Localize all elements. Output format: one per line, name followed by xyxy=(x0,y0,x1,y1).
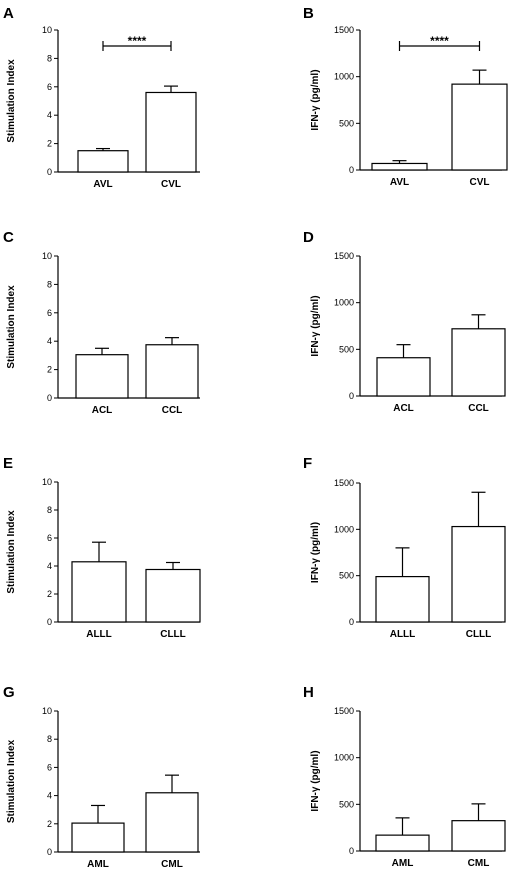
bar-clll xyxy=(145,568,201,623)
bar-ccl xyxy=(145,344,199,399)
category-label: CVL xyxy=(470,177,490,188)
y-axis-label: Stimulation Index xyxy=(6,510,17,594)
y-tick-label: 0 xyxy=(47,167,52,177)
bar-avl xyxy=(77,150,129,173)
bar-alll xyxy=(375,575,430,623)
category-label: ALLL xyxy=(86,629,112,640)
panel-c: C Stimulation Index 0 2 4 6 8 10 ACL CCL xyxy=(3,229,200,416)
y-tick-label: 1500 xyxy=(334,478,354,488)
bar-aml xyxy=(71,822,125,853)
panel-h: H IFN-γ (pg/ml) 0 500 1000 1500 AML CML xyxy=(303,684,506,869)
category-label: ACL xyxy=(92,405,113,416)
panel-e: E Stimulation Index 0 2 4 6 8 10 ALLL CLLL xyxy=(3,455,201,640)
bar-avl xyxy=(371,162,428,171)
y-tick-label: 500 xyxy=(339,799,354,809)
y-axis-label: Stimulation Index xyxy=(6,59,17,143)
bar-cml xyxy=(451,820,506,852)
panel-letter: G xyxy=(3,684,15,701)
y-tick-label: 8 xyxy=(47,505,52,515)
panel-letter: F xyxy=(303,455,312,472)
bar-cml xyxy=(145,792,199,853)
y-tick-label: 1500 xyxy=(334,25,354,35)
y-tick-label: 4 xyxy=(47,791,52,801)
y-tick-label: 500 xyxy=(339,344,354,354)
y-tick-label: 6 xyxy=(47,308,52,318)
panel-letter: A xyxy=(3,5,14,22)
y-tick-label: 2 xyxy=(47,139,52,149)
y-axis-label: IFN-γ (pg/ml) xyxy=(310,69,321,130)
y-tick-label: 2 xyxy=(47,819,52,829)
bar-alll xyxy=(71,561,127,623)
y-tick-label: 0 xyxy=(349,846,354,856)
significance-label: **** xyxy=(128,34,147,48)
category-label: ALLL xyxy=(390,629,416,640)
y-tick-label: 2 xyxy=(47,589,52,599)
category-label: CLLL xyxy=(466,629,492,640)
category-label: AML xyxy=(392,858,414,869)
y-axis-label: Stimulation Index xyxy=(6,739,17,823)
y-tick-label: 10 xyxy=(42,706,52,716)
y-tick-label: 1500 xyxy=(334,251,354,261)
y-tick-label: 2 xyxy=(47,365,52,375)
y-tick-label: 0 xyxy=(349,165,354,175)
y-tick-label: 0 xyxy=(47,617,52,627)
y-tick-label: 1000 xyxy=(334,298,354,308)
y-tick-label: 6 xyxy=(47,82,52,92)
y-axis-label: Stimulation Index xyxy=(6,285,17,369)
y-axis-label: IFN-γ (pg/ml) xyxy=(310,295,321,356)
y-tick-label: 1000 xyxy=(334,524,354,534)
bar-acl xyxy=(376,357,431,397)
panel-f: F IFN-γ (pg/ml) 0 500 1000 1500 ALLL CLLL xyxy=(303,455,506,640)
y-tick-label: 8 xyxy=(47,53,52,63)
y-tick-label: 0 xyxy=(349,391,354,401)
panel-letter: H xyxy=(303,684,314,701)
y-tick-label: 6 xyxy=(47,762,52,772)
y-axis-label: IFN-γ (pg/ml) xyxy=(310,522,321,583)
category-label: AML xyxy=(87,859,109,870)
category-label: CVL xyxy=(161,179,181,190)
y-tick-label: 500 xyxy=(339,118,354,128)
y-tick-label: 8 xyxy=(47,279,52,289)
y-tick-label: 0 xyxy=(47,847,52,857)
bar-acl xyxy=(75,354,129,399)
y-tick-label: 10 xyxy=(42,251,52,261)
category-label: AVL xyxy=(390,177,409,188)
y-tick-label: 0 xyxy=(47,393,52,403)
panel-g: G Stimulation Index 0 2 4 6 8 10 AML CML xyxy=(3,684,200,870)
y-tick-label: 1500 xyxy=(334,706,354,716)
panel-letter: D xyxy=(303,229,314,246)
y-tick-label: 4 xyxy=(47,110,52,120)
category-label: CML xyxy=(468,858,490,869)
y-tick-label: 10 xyxy=(42,25,52,35)
panel-letter: C xyxy=(3,229,14,246)
panel-letter: E xyxy=(3,455,13,472)
panel-d: D IFN-γ (pg/ml) 0 500 1000 1500 ACL CCL xyxy=(303,229,506,414)
panel-a: A Stimulation Index 0 2 4 6 8 10 AVL CVL **** xyxy=(3,5,200,190)
y-tick-label: 0 xyxy=(349,617,354,627)
category-label: CCL xyxy=(468,403,489,414)
category-label: AVL xyxy=(93,179,112,190)
bar-ccl xyxy=(451,328,506,397)
y-tick-label: 10 xyxy=(42,477,52,487)
bar-clll xyxy=(451,525,506,623)
panel-b: B IFN-γ (pg/ml) 0 500 1000 1500 AVL CVL **** xyxy=(303,5,508,188)
significance-label: **** xyxy=(430,34,449,48)
y-tick-label: 8 xyxy=(47,734,52,744)
y-tick-label: 4 xyxy=(47,336,52,346)
y-tick-label: 6 xyxy=(47,533,52,543)
bar-cvl xyxy=(145,91,197,173)
y-axis-label: IFN-γ (pg/ml) xyxy=(310,750,321,811)
bar-cvl xyxy=(451,83,508,171)
category-label: CML xyxy=(161,859,183,870)
category-label: ACL xyxy=(393,403,414,414)
y-tick-label: 500 xyxy=(339,571,354,581)
bar-aml xyxy=(375,834,430,852)
y-tick-label: 1000 xyxy=(334,72,354,82)
y-tick-label: 1000 xyxy=(334,753,354,763)
y-tick-label: 4 xyxy=(47,561,52,571)
category-label: CLLL xyxy=(160,629,186,640)
panel-letter: B xyxy=(303,5,314,22)
category-label: CCL xyxy=(162,405,183,416)
